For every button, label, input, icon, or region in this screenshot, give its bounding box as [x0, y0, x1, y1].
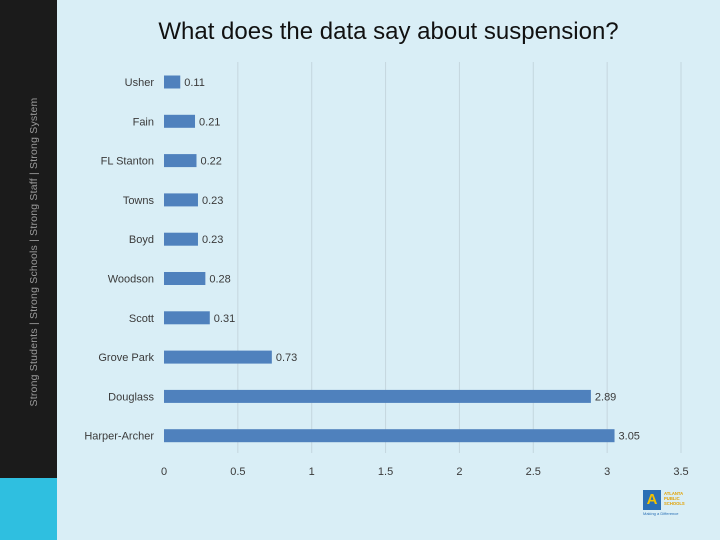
- data-label: 0.22: [200, 156, 221, 168]
- x-tick-label: 0: [161, 466, 167, 478]
- x-tick-label: 1: [309, 466, 315, 478]
- bar: [164, 193, 198, 207]
- x-tick-label: 2: [456, 466, 462, 478]
- x-tick-label: 3.5: [673, 466, 688, 478]
- category-label: Harper-Archer: [84, 431, 154, 443]
- sidebar: Strong Students | Strong Schools | Stron…: [0, 0, 57, 540]
- bar: [164, 114, 196, 128]
- bar: [164, 429, 615, 443]
- sidebar-accent-block: [0, 478, 57, 540]
- category-label: Usher: [125, 77, 155, 89]
- slide-title: What does the data say about suspension?: [158, 18, 619, 45]
- x-tick-label: 0.5: [230, 466, 245, 478]
- data-label: 0.73: [276, 352, 297, 364]
- data-label: 0.23: [202, 234, 223, 246]
- category-label: FL Stanton: [101, 156, 154, 168]
- bar: [164, 311, 210, 325]
- category-label: Towns: [123, 195, 155, 207]
- logo-icon: A: [643, 490, 661, 510]
- category-label: Douglass: [108, 391, 154, 403]
- bar: [164, 350, 272, 364]
- data-label: 2.89: [595, 391, 616, 403]
- data-label: 0.11: [184, 77, 205, 89]
- bar: [164, 272, 206, 285]
- category-label: Scott: [129, 313, 154, 325]
- bar: [164, 232, 198, 246]
- category-label: Grove Park: [98, 352, 154, 364]
- category-label: Boyd: [129, 234, 154, 246]
- category-label: Fain: [133, 116, 154, 128]
- x-tick-label: 3: [604, 466, 610, 478]
- data-label: 0.31: [214, 313, 235, 325]
- bar: [164, 154, 197, 168]
- logo-text: ATLANTA PUBLIC SCHOOLS: [664, 491, 685, 506]
- data-label: 0.21: [199, 116, 220, 128]
- bar: [164, 75, 181, 89]
- category-label: Woodson: [108, 274, 154, 286]
- logo-motto: Making a Difference: [643, 511, 679, 516]
- x-tick-label: 1.5: [378, 466, 393, 478]
- data-label: 0.23: [202, 195, 223, 207]
- bar: [164, 389, 591, 403]
- aps-logo: A ATLANTA PUBLIC SCHOOLS Making a Differ…: [643, 490, 695, 516]
- x-tick-label: 2.5: [526, 466, 541, 478]
- data-label: 0.28: [209, 274, 230, 286]
- data-label: 3.05: [619, 431, 640, 443]
